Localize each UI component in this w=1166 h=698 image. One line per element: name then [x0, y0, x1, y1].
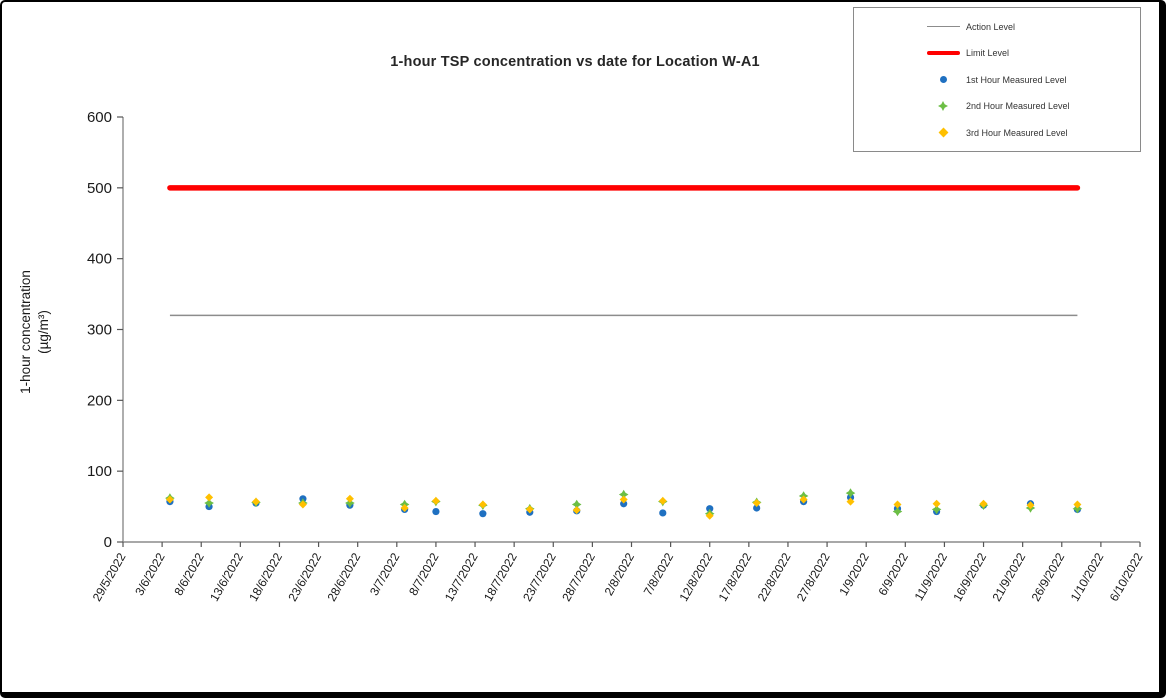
data-point	[618, 489, 629, 500]
legend-label-limit-level: Limit Level	[966, 48, 1010, 58]
x-tick-label: 27/8/2022	[794, 550, 833, 604]
x-tick-label: 16/9/2022	[950, 550, 989, 604]
data-point	[706, 505, 714, 513]
data-point	[572, 506, 581, 515]
x-tick-label: 2/8/2022	[602, 550, 638, 598]
data-point	[752, 499, 761, 507]
data-point	[1073, 500, 1082, 509]
star-marker-icon	[938, 101, 948, 111]
data-point	[1072, 503, 1083, 514]
y-tick-label: 600	[87, 109, 112, 126]
x-tick-label: 1/9/2022	[836, 550, 872, 598]
y-tick-label: 200	[87, 392, 112, 409]
data-point	[479, 510, 487, 518]
data-point	[931, 504, 942, 515]
data-point	[252, 497, 260, 506]
data-point	[619, 495, 628, 504]
x-tick-label: 28/6/2022	[324, 550, 363, 604]
data-point	[753, 504, 761, 512]
legend-marker-cell	[926, 51, 960, 55]
y-tick-label: 500	[87, 180, 112, 197]
data-point	[705, 511, 714, 520]
x-tick-label: 6/9/2022	[875, 550, 911, 598]
legend-item-3rd-hour: 3rd Hour Measured Level	[926, 121, 1136, 145]
scatter-plot-canvas: 0 100 200 300 400 500 600 29/5/2022 3/6/2022 8/6/…	[87, 109, 1146, 604]
data-point	[345, 498, 355, 508]
x-tick-label: 12/8/2022	[677, 550, 716, 604]
x-tick-label: 26/9/2022	[1029, 550, 1068, 604]
data-point	[298, 500, 307, 509]
data-point	[893, 500, 902, 509]
x-tick-label: 8/6/2022	[171, 550, 207, 598]
legend-item-limit-level: Limit Level	[926, 41, 1136, 65]
data-point	[620, 500, 628, 508]
legend-item-1st-hour: 1st Hour Measured Level	[926, 68, 1136, 92]
x-tick-label: 13/7/2022	[442, 550, 481, 604]
x-tick-label: 11/9/2022	[912, 550, 951, 603]
data-point	[845, 488, 856, 498]
y-axis-title-line1: 1-hour concentration	[18, 270, 33, 394]
legend-label-action-level: Action Level	[966, 21, 1016, 32]
data-point	[431, 496, 440, 505]
limit-level-line-icon	[926, 51, 960, 55]
data-point	[979, 499, 988, 508]
data-point	[1026, 501, 1035, 510]
x-tick-label: 22/8/2022	[755, 550, 794, 604]
legend-marker-cell	[926, 76, 960, 83]
data-point	[659, 509, 667, 517]
x-tick-label: 3/6/2022	[132, 550, 168, 598]
series-diamond	[165, 493, 1082, 520]
y-tick-label: 100	[87, 463, 112, 480]
circle-marker-icon	[939, 76, 947, 83]
legend: Action Level Limit Level 1st Hour Measur…	[853, 7, 1141, 152]
x-tick-label: 8/7/2022	[406, 550, 442, 598]
y-tick-label: 300	[87, 322, 112, 339]
x-tick-label: 6/10/2022	[1107, 550, 1146, 604]
data-point	[932, 499, 941, 508]
y-tick-label: 0	[104, 534, 112, 551]
diamond-marker-icon	[938, 127, 948, 138]
data-point	[658, 496, 667, 505]
chart-title: 1-hour TSP concentration vs date for Loc…	[390, 54, 760, 70]
legend-label-1st-hour: 1st Hour Measured Level	[966, 74, 1067, 85]
x-tick-label: 13/6/2022	[207, 550, 246, 604]
y-tick-label: 400	[87, 251, 112, 268]
legend-item-action-level: Action Level	[926, 15, 1136, 39]
x-tick-label: 17/8/2022	[716, 550, 755, 604]
data-point	[478, 500, 487, 509]
data-point	[525, 505, 534, 514]
x-tick-label: 29/5/2022	[90, 550, 129, 604]
x-tick-label: 28/7/2022	[559, 550, 598, 604]
data-point	[345, 494, 354, 503]
data-point	[204, 498, 214, 508]
x-tick-label: 23/6/2022	[285, 550, 324, 604]
legend-marker-cell	[926, 127, 960, 138]
y-axis-title-line2: (µg/m³)	[36, 310, 52, 354]
data-point	[400, 504, 409, 512]
x-tick-label: 3/7/2022	[367, 550, 403, 598]
legend-label-3rd-hour: 3rd Hour Measured Level	[966, 127, 1068, 138]
y-axis-title: 1-hour concentration (µg/m³)	[17, 117, 55, 547]
data-point	[892, 506, 903, 517]
data-point	[571, 499, 582, 510]
x-tick-label: 1/10/2022	[1068, 550, 1107, 604]
data-point	[799, 495, 808, 504]
x-tick-label: 7/8/2022	[641, 550, 677, 598]
x-tick-label: 21/9/2022	[989, 550, 1028, 604]
data-point	[432, 507, 440, 516]
legend-marker-cell	[926, 26, 960, 27]
data-point	[205, 493, 214, 502]
data-point	[165, 495, 174, 504]
data-point	[846, 497, 855, 506]
legend-label-2nd-hour: 2nd Hour Measured Level	[966, 101, 1070, 111]
x-tick-label: 18/6/2022	[246, 550, 285, 604]
action-level-line-icon	[926, 26, 960, 27]
x-tick-label: 23/7/2022	[520, 550, 559, 604]
x-tick-label: 18/7/2022	[481, 550, 520, 604]
legend-item-2nd-hour: 2nd Hour Measured Level	[926, 94, 1136, 118]
legend-marker-cell	[926, 101, 960, 111]
